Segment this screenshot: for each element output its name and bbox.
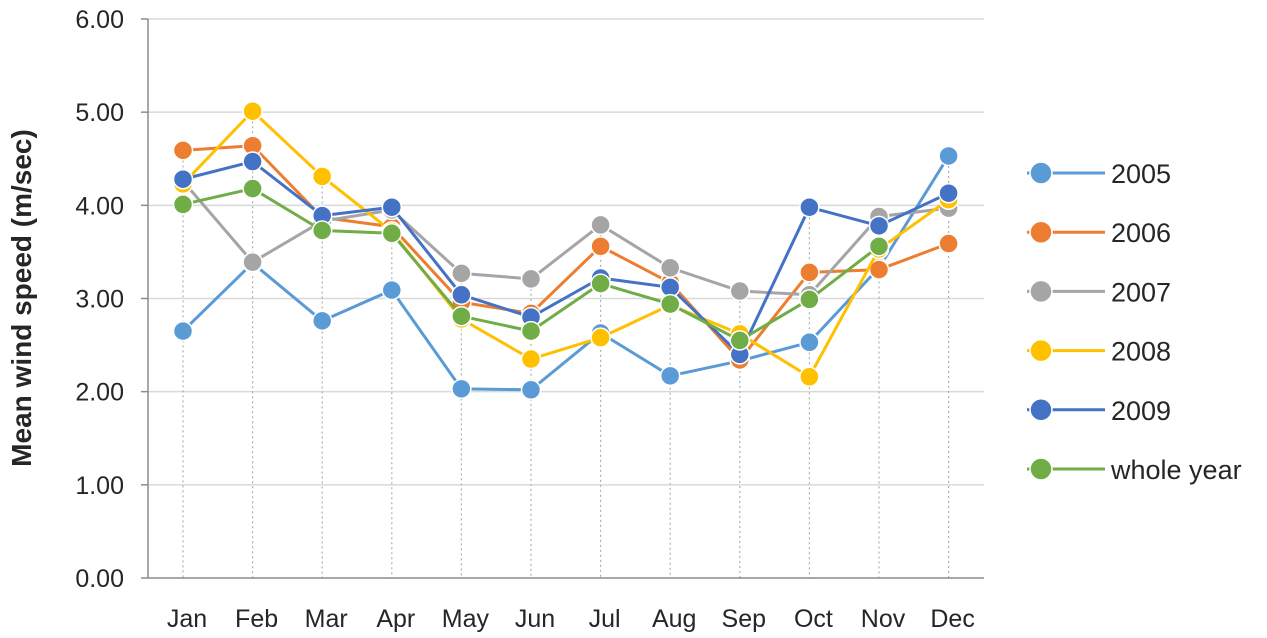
legend-label: 2008	[1111, 337, 1171, 367]
series-line	[181, 109, 950, 379]
data-point	[172, 194, 194, 215]
y-tick-label: 5.00	[75, 99, 124, 127]
data-point	[311, 310, 333, 332]
legend-marker	[1029, 338, 1053, 363]
data-point	[381, 279, 403, 301]
data-point	[451, 263, 472, 284]
y-tick-label: 4.00	[75, 192, 124, 220]
data-point	[799, 366, 820, 388]
legend-item: 2006	[1027, 218, 1171, 248]
data-point	[451, 378, 472, 400]
data-point	[938, 182, 959, 204]
series-line	[181, 180, 949, 297]
legend: 2005 2006 2007 2008 2009 whole year	[1027, 159, 1242, 485]
axis-layer: 0.00 1.00 2.00 3.00 4.00 5.00 6.00 Jan Feb Mar Apr…	[75, 6, 984, 633]
legend-item: whole year	[1027, 455, 1242, 485]
legend-marker	[1029, 161, 1053, 185]
series-2008	[172, 100, 959, 388]
x-tick-label: Nov	[861, 605, 906, 633]
data-point	[938, 233, 959, 254]
legend-marker	[1029, 220, 1053, 244]
x-tick-label: Dec	[930, 605, 974, 633]
data-point	[659, 257, 681, 279]
x-tick-label: Apr	[376, 605, 415, 633]
data-point	[172, 168, 194, 190]
legend-label: 2005	[1111, 159, 1171, 189]
data-point	[799, 196, 820, 218]
series-layer	[172, 100, 959, 401]
y-tick-label: 3.00	[75, 286, 124, 314]
data-point	[590, 273, 611, 294]
data-point	[938, 145, 959, 167]
drop-lines-layer	[182, 111, 950, 578]
x-tick-label: May	[442, 605, 490, 633]
data-point	[799, 262, 820, 283]
data-point	[868, 236, 890, 257]
data-point	[172, 320, 194, 342]
series-line	[181, 155, 950, 392]
data-point	[242, 178, 263, 199]
legend-label: 2007	[1111, 277, 1171, 307]
x-tick-label: Feb	[235, 605, 278, 633]
data-point	[659, 293, 681, 315]
data-point	[381, 196, 403, 218]
data-point	[242, 151, 263, 172]
x-tick-label: Mar	[305, 605, 348, 633]
data-point	[799, 289, 820, 310]
data-point	[520, 348, 542, 370]
legend-item: 2009	[1027, 396, 1171, 426]
legend-marker	[1029, 457, 1053, 481]
x-tick-label: Jun	[515, 605, 555, 633]
data-point	[520, 320, 542, 342]
legend-label: 2009	[1111, 396, 1171, 426]
data-point	[451, 284, 472, 306]
legend-marker	[1029, 279, 1053, 304]
x-tick-label: Aug	[652, 605, 696, 633]
data-point	[590, 236, 611, 257]
x-tick-label: Sep	[722, 605, 766, 633]
x-tick-label: Oct	[794, 605, 833, 633]
legend-label: 2006	[1111, 218, 1171, 248]
series-line	[182, 160, 950, 356]
y-tick-label: 6.00	[75, 6, 124, 34]
y-tick-label: 0.00	[75, 565, 124, 593]
data-point	[590, 214, 611, 236]
data-point	[451, 305, 472, 327]
data-point	[172, 140, 194, 161]
data-point	[590, 327, 611, 348]
legend-item: 2008	[1027, 337, 1171, 367]
series-whole-year	[172, 178, 890, 351]
legend-item: 2005	[1027, 159, 1171, 189]
legend-label: whole year	[1110, 455, 1242, 485]
series-2009	[172, 151, 959, 365]
data-point	[799, 332, 820, 353]
data-point	[729, 330, 751, 351]
y-axis-title: Mean wind speed (m/sec)	[6, 129, 37, 467]
data-point	[729, 280, 751, 302]
legend-marker	[1029, 398, 1053, 422]
data-point	[311, 166, 333, 187]
data-point	[242, 251, 263, 273]
data-point	[242, 100, 263, 122]
data-point	[868, 215, 890, 237]
data-point	[520, 379, 542, 401]
x-tick-label: Jan	[167, 605, 207, 633]
data-point	[520, 268, 542, 290]
legend-item: 2007	[1027, 277, 1171, 307]
data-point	[311, 220, 333, 241]
data-point	[381, 223, 403, 244]
y-tick-label: 2.00	[75, 379, 124, 407]
y-tick-label: 1.00	[75, 472, 124, 500]
data-point	[659, 365, 681, 387]
x-tick-label: Jul	[589, 605, 621, 633]
